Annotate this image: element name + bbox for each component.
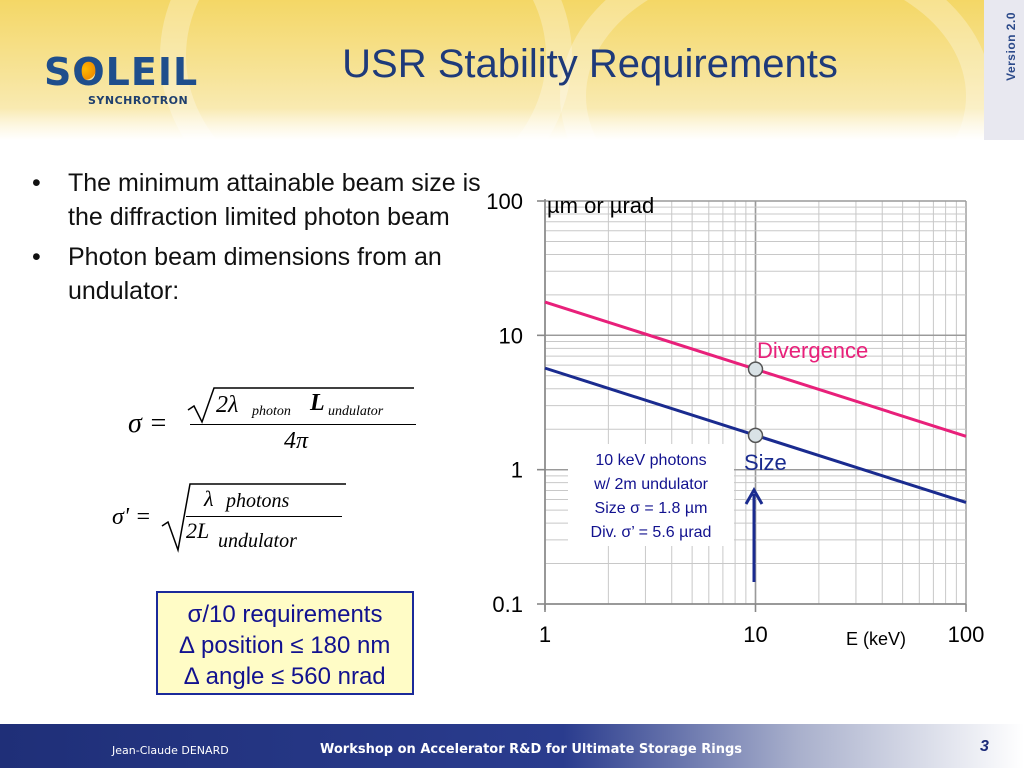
footer-author: Jean-Claude DENARD — [112, 744, 229, 757]
annotation-line: w/ 2m undulator — [593, 476, 709, 493]
series-label-divergence: Divergence — [757, 338, 868, 363]
footer-workshop: Workshop on Accelerator R&D for Ultimate… — [320, 742, 743, 757]
sigma-den: 4π — [284, 428, 309, 454]
sigma-prime-lhs: σ' = — [112, 504, 152, 530]
x-axis-label: E (keV) — [846, 629, 906, 649]
sigma-num-a: 2λ — [216, 392, 239, 418]
requirements-position: ∆ position ≤ 180 nm — [179, 632, 391, 659]
marker-size — [747, 427, 764, 444]
logo-subtitle: SYNCHROTRON — [88, 94, 189, 107]
bullet-text: The minimum attainable beam size is the … — [68, 169, 481, 231]
chart-tick-labels: 1 10 100 0.1 1 10 100 — [486, 189, 984, 647]
sigma-num-sub1: photon — [252, 404, 291, 419]
page-number: 3 — [980, 738, 989, 755]
sigma-prime-den-sub: undulator — [218, 530, 297, 552]
sigma-radical — [187, 387, 414, 424]
bullet-item: • Photon beam dimensions from an undulat… — [30, 240, 510, 308]
slide-title: USR Stability Requirements — [342, 42, 838, 86]
y-tick-label: 0.1 — [492, 592, 523, 617]
bullet-icon: • — [32, 243, 41, 271]
requirements-angle: ∆ angle ≤ 560 nrad — [184, 663, 386, 690]
requirements-box: σ/10 requirements ∆ position ≤ 180 nm ∆ … — [156, 591, 414, 695]
pointer-arrow-head — [744, 486, 764, 505]
x-tick-label: 1 — [539, 622, 551, 647]
annotation-line: Div. σ’ = 5.6 µrad — [591, 524, 712, 541]
y-axis-label: µm or µrad — [547, 193, 654, 218]
sun-icon — [74, 58, 96, 80]
requirements-title: σ/10 requirements — [187, 601, 383, 628]
annotation-box — [568, 444, 734, 546]
sigma-num-b: L — [310, 390, 325, 416]
x-tick-label: 100 — [948, 622, 985, 647]
annotation-line: Size σ = 1.8 µm — [595, 500, 708, 517]
sigma-prime-num-a: λ — [204, 486, 214, 511]
version-bar — [984, 0, 1024, 140]
y-tick-label: 100 — [486, 189, 523, 214]
sigma-lhs: σ = — [128, 408, 168, 439]
sigma-fraction-bar — [190, 424, 416, 425]
sigma-prime-radical — [161, 483, 346, 553]
x-tick-label: 10 — [743, 622, 767, 647]
sigma-prime-fraction-bar — [186, 516, 342, 517]
bullet-text: Photon beam dimensions from an undulator… — [68, 243, 442, 305]
chart-series: Divergence Size — [544, 300, 967, 504]
footer-bar — [0, 724, 1024, 768]
y-tick-label: 10 — [499, 323, 523, 348]
sigma-num-sub2: undulator — [328, 404, 384, 419]
sigma-prime-num-b: photons — [226, 490, 290, 512]
bullet-list: • The minimum attainable beam size is th… — [30, 166, 510, 314]
marker-divergence — [747, 361, 764, 377]
annotation-line: 10 keV photons — [595, 452, 706, 469]
chart-axes — [537, 199, 967, 612]
series-label-size: Size — [744, 450, 787, 475]
chart-annotation: 10 keV photons w/ 2m undulator Size σ = 1.… — [568, 444, 764, 582]
bullet-icon: • — [32, 169, 41, 197]
soleil-logo: SOLEIL SYNCHROTRON — [44, 44, 197, 114]
logo-word: SOLEIL — [44, 50, 199, 94]
sigma-prime-den-a: 2L — [186, 518, 210, 543]
y-tick-label: 1 — [511, 458, 523, 483]
bullet-item: • The minimum attainable beam size is th… — [30, 166, 510, 234]
